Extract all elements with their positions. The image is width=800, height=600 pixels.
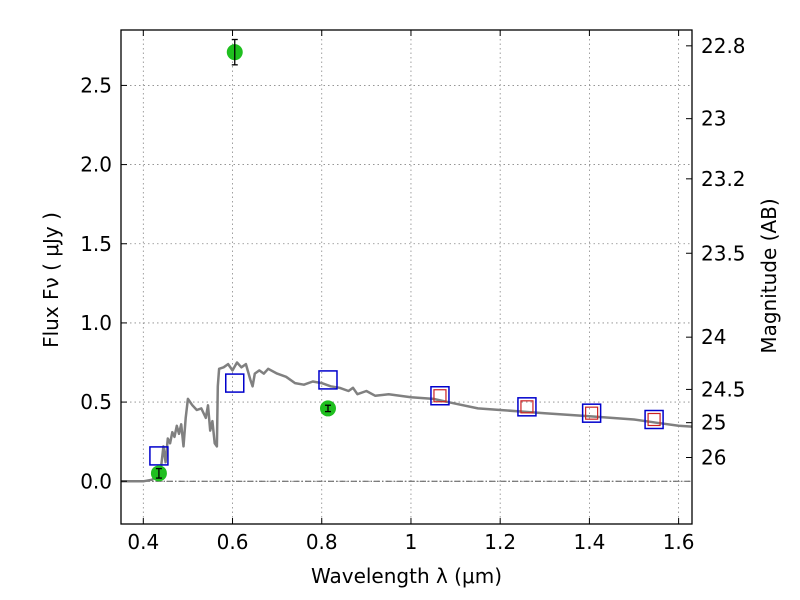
x-tick-label: 1.2 xyxy=(484,530,516,554)
y-tick-label: 2.5 xyxy=(80,73,112,97)
model-photometry-box xyxy=(430,386,450,406)
y-tick-label: 1.0 xyxy=(80,311,112,335)
x-tick-label: 0.4 xyxy=(127,530,159,554)
right-tick-label: 23.5 xyxy=(701,241,746,265)
y-axis-label: Flux Fν ( μJy ) xyxy=(39,212,63,348)
model-photometry-box xyxy=(318,370,338,390)
synthetic-photometry-box xyxy=(520,400,534,414)
x-axis-label: Wavelength λ (μm) xyxy=(311,564,502,588)
model-spectrum-line xyxy=(121,361,693,483)
synthetic-photometry-box xyxy=(647,412,661,427)
y-tick-label: 2.0 xyxy=(80,153,112,177)
x-tick-label: 1.6 xyxy=(663,530,695,554)
plot-area-frame xyxy=(120,29,693,525)
y-tick-label: 1.5 xyxy=(80,232,112,256)
right-axis-label: Magnitude (AB) xyxy=(757,198,781,353)
x-tick-label: 1.4 xyxy=(573,530,605,554)
y-axis-ticks: 0.0 0.5 1.0 1.5 2.0 2.5 xyxy=(80,73,127,493)
right-tick-label: 24 xyxy=(701,325,726,349)
observed-photometry xyxy=(150,38,336,482)
model-photometry-box xyxy=(225,373,245,393)
model-photometry-box xyxy=(149,446,169,466)
right-tick-label: 23 xyxy=(701,107,726,131)
right-axis-ticks: 22.8 23 23.2 23.5 24 24.5 25 26 xyxy=(686,34,746,470)
right-tick-label: 25 xyxy=(701,411,726,435)
model-spectrum xyxy=(121,361,693,483)
model-photometry xyxy=(149,370,664,466)
x-axis-ticks: 0.4 0.6 0.8 1 1.2 1.4 1.6 xyxy=(127,30,695,554)
grid xyxy=(121,30,692,524)
y-tick-label: 0.0 xyxy=(80,469,112,493)
synthetic-photometry-box xyxy=(585,406,599,420)
model-photometry-box xyxy=(581,403,602,423)
x-tick-label: 0.6 xyxy=(217,530,249,554)
right-tick-label: 26 xyxy=(701,446,726,470)
synthetic-photometry-box xyxy=(433,389,447,403)
x-tick-label: 0.8 xyxy=(306,530,338,554)
x-tick-label: 1 xyxy=(405,530,418,554)
right-tick-label: 24.5 xyxy=(701,377,746,401)
model-photometry-box xyxy=(644,409,664,430)
right-tick-label: 23.2 xyxy=(701,167,746,191)
model-photometry-box xyxy=(517,397,537,417)
right-tick-label: 22.8 xyxy=(701,34,746,58)
y-tick-label: 0.5 xyxy=(80,390,112,414)
